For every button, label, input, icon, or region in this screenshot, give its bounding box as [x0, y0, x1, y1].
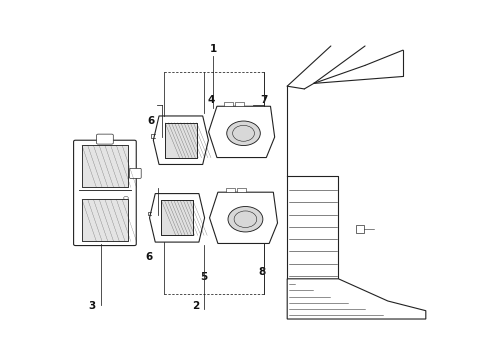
Bar: [225, 188, 235, 192]
Bar: [165, 123, 196, 158]
FancyBboxPatch shape: [129, 168, 141, 178]
Text: 1: 1: [210, 44, 217, 54]
FancyBboxPatch shape: [74, 140, 136, 246]
Text: 8: 8: [259, 267, 266, 277]
Polygon shape: [149, 194, 205, 242]
Polygon shape: [287, 279, 426, 319]
Bar: [165, 123, 196, 158]
Text: 3: 3: [88, 301, 95, 311]
Polygon shape: [209, 106, 275, 158]
Polygon shape: [153, 116, 208, 165]
Circle shape: [228, 207, 263, 232]
Bar: [82, 199, 128, 242]
Text: 6: 6: [145, 252, 152, 262]
Bar: [224, 102, 233, 106]
Bar: [82, 145, 128, 187]
Bar: [161, 201, 193, 235]
Bar: [161, 201, 193, 235]
Circle shape: [227, 121, 260, 145]
Circle shape: [123, 196, 128, 200]
Polygon shape: [210, 192, 277, 243]
Bar: [82, 199, 128, 242]
Bar: [82, 145, 128, 187]
Text: 7: 7: [261, 95, 268, 105]
Text: 6: 6: [147, 116, 154, 126]
Text: 2: 2: [193, 301, 200, 311]
FancyBboxPatch shape: [97, 134, 113, 144]
Bar: [356, 225, 364, 233]
Bar: [235, 102, 244, 106]
Text: 4: 4: [207, 95, 215, 105]
Text: 5: 5: [200, 272, 207, 282]
Bar: [237, 188, 246, 192]
